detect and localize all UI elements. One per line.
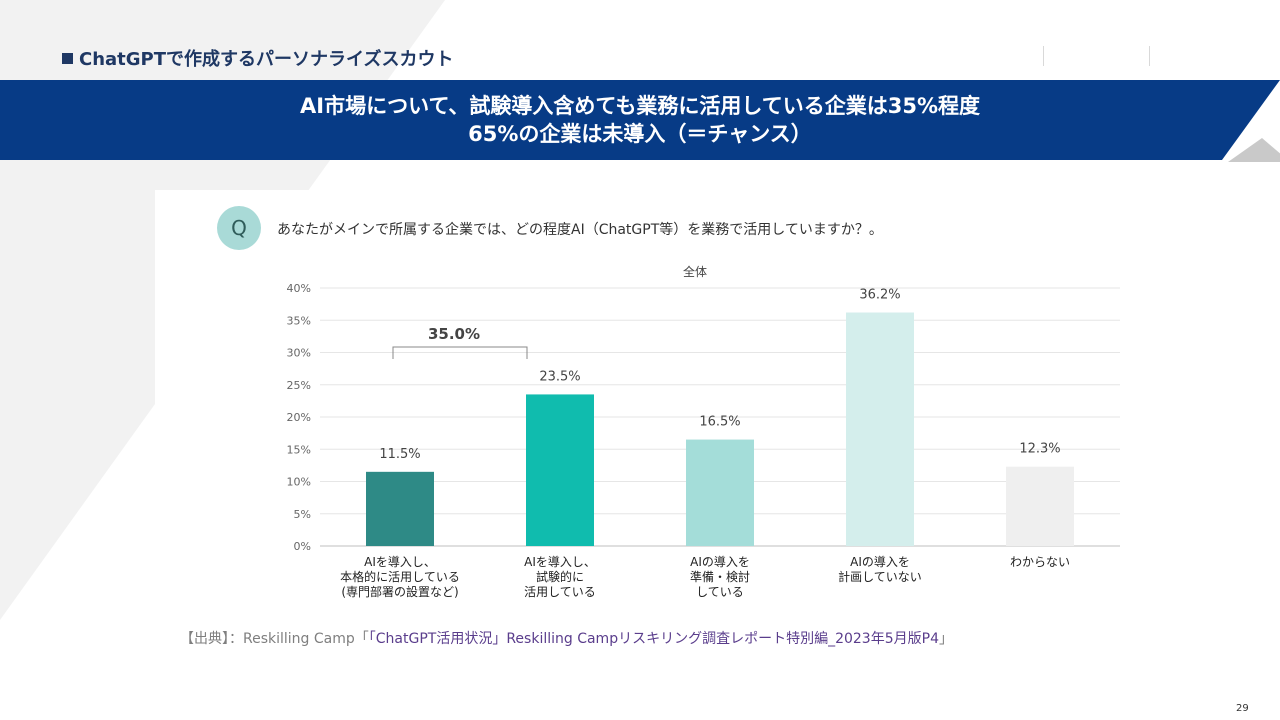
data-label: 11.5% — [379, 447, 420, 462]
x-tick-label: AIを導入し、試験的に活用している — [524, 555, 596, 599]
source-suffix: 」 — [938, 631, 953, 647]
y-tick-label: 0% — [294, 540, 311, 553]
header-divider — [1043, 46, 1044, 66]
question-badge: Q — [217, 206, 261, 250]
y-tick-label: 10% — [287, 476, 311, 489]
banner-line-2: 65%の企業は未導入（＝チャンス） — [468, 122, 812, 146]
data-label: 16.5% — [699, 415, 740, 430]
y-tick-label: 20% — [287, 411, 311, 424]
bar — [686, 439, 754, 546]
bar — [846, 312, 914, 546]
source-prefix: 【出典】：Reskilling Camp「 — [180, 631, 369, 647]
data-label: 12.3% — [1019, 442, 1060, 457]
bar — [366, 471, 434, 546]
question-text: あなたがメインで所属する企業では、どの程度AI（ChatGPT等）を業務で活用し… — [277, 222, 883, 238]
y-tick-label: 30% — [287, 347, 311, 360]
x-tick-label: AIの導入を計画していない — [838, 555, 922, 584]
x-tick-label: AIの導入を準備・検討している — [690, 555, 750, 599]
data-label: 36.2% — [859, 288, 900, 303]
section-title: ChatGPTで作成するパーソナライズスカウト — [62, 45, 453, 71]
x-tick-label: AIを導入し、本格的に活用している(専門部署の設置など) — [340, 555, 460, 599]
x-tick-label: わからない — [1010, 555, 1070, 569]
y-tick-label: 25% — [287, 379, 311, 392]
bracket-line — [392, 346, 528, 359]
source-citation: 【出典】：Reskilling Camp「「ChatGPT活用状況」Reskil… — [180, 628, 953, 648]
page-number: 29 — [1236, 703, 1249, 714]
banner-line-1: AI市場について、試験導入含めても業務に活用している企業は35%程度 — [300, 94, 980, 118]
bar — [1006, 466, 1074, 546]
banner-text: AI市場について、試験導入含めても業務に活用している企業は35%程度 65%の企… — [0, 92, 1280, 148]
title-banner — [0, 80, 1280, 162]
chart-card — [155, 190, 1125, 650]
bracket-label: 35.0% — [428, 325, 480, 343]
data-label: 23.5% — [539, 369, 580, 384]
y-tick-label: 40% — [287, 282, 311, 295]
y-tick-label: 35% — [287, 314, 311, 327]
y-tick-label: 5% — [294, 508, 311, 521]
header-divider — [1149, 46, 1150, 66]
y-tick-label: 15% — [287, 443, 311, 456]
source-link[interactable]: 「ChatGPT活用状況」Reskilling Campリスキリング調査レポート… — [368, 631, 939, 647]
square-bullet-icon — [62, 53, 73, 64]
bar — [526, 394, 594, 546]
chart-title: 全体 — [683, 264, 707, 279]
